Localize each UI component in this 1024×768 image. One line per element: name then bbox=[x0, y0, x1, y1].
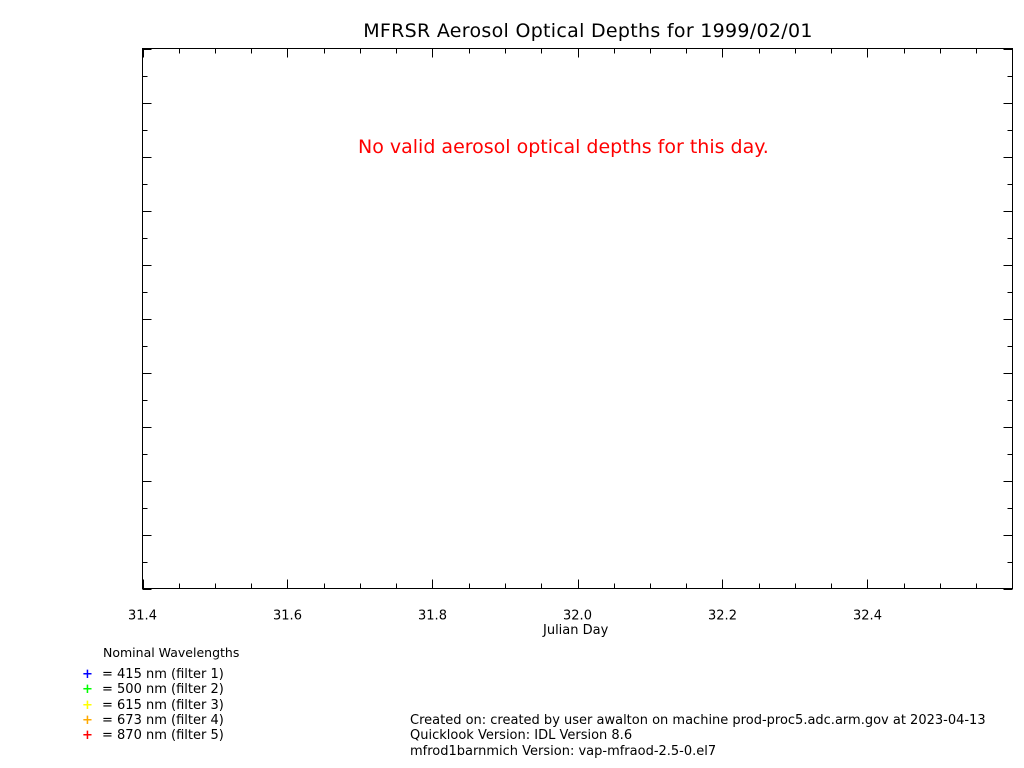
legend-item: + = 500 nm (filter 2) bbox=[82, 682, 224, 697]
plot-frame bbox=[142, 48, 1013, 589]
legend-label: = 870 nm (filter 5) bbox=[102, 728, 224, 744]
legend-marker-icon: + bbox=[82, 697, 93, 713]
legend-item: + = 673 nm (filter 4) bbox=[82, 713, 224, 728]
x-axis-tick-labels: 31.4 31.6 31.8 32.0 32.2 32.4 bbox=[128, 609, 882, 624]
legend-item: + = 870 nm (filter 5) bbox=[82, 728, 224, 743]
legend-label: = 673 nm (filter 4) bbox=[102, 712, 224, 728]
legend-title: Nominal Wavelengths bbox=[103, 645, 240, 660]
legend-marker-icon: + bbox=[82, 682, 93, 698]
x-tick-label: 31.4 bbox=[128, 609, 157, 624]
footer-quicklook-version: Quicklook Version: IDL Version 8.6 bbox=[410, 728, 633, 743]
chart-title: MFRSR Aerosol Optical Depths for 1999/02… bbox=[363, 20, 813, 42]
footer-created: Created on: created by user awalton on m… bbox=[410, 713, 986, 728]
x-tick-label: 32.4 bbox=[853, 609, 882, 624]
footer-processing-version: mfrod1barnmich Version: vap-mfraod-2.5-0… bbox=[410, 744, 717, 759]
no-data-annotation: No valid aerosol optical depths for this… bbox=[358, 136, 769, 158]
y-axis-ticks bbox=[142, 49, 1013, 590]
x-tick-label: 31.6 bbox=[273, 609, 302, 624]
x-tick-label: 32.2 bbox=[708, 609, 737, 624]
x-tick-label: 31.8 bbox=[418, 609, 447, 624]
x-tick-label: 32.0 bbox=[563, 609, 592, 624]
legend-label: = 500 nm (filter 2) bbox=[102, 682, 224, 698]
legend-marker-icon: + bbox=[82, 728, 93, 744]
legend-marker-icon: + bbox=[82, 712, 93, 728]
legend-item: + = 615 nm (filter 3) bbox=[82, 698, 224, 713]
legend-label: = 415 nm (filter 1) bbox=[102, 667, 224, 682]
legend-marker-icon: + bbox=[82, 667, 93, 682]
x-axis-label: Julian Day bbox=[543, 623, 609, 638]
x-axis-ticks bbox=[143, 48, 977, 589]
legend-item: + = 415 nm (filter 1) bbox=[82, 667, 224, 682]
legend-label: = 615 nm (filter 3) bbox=[102, 697, 224, 713]
